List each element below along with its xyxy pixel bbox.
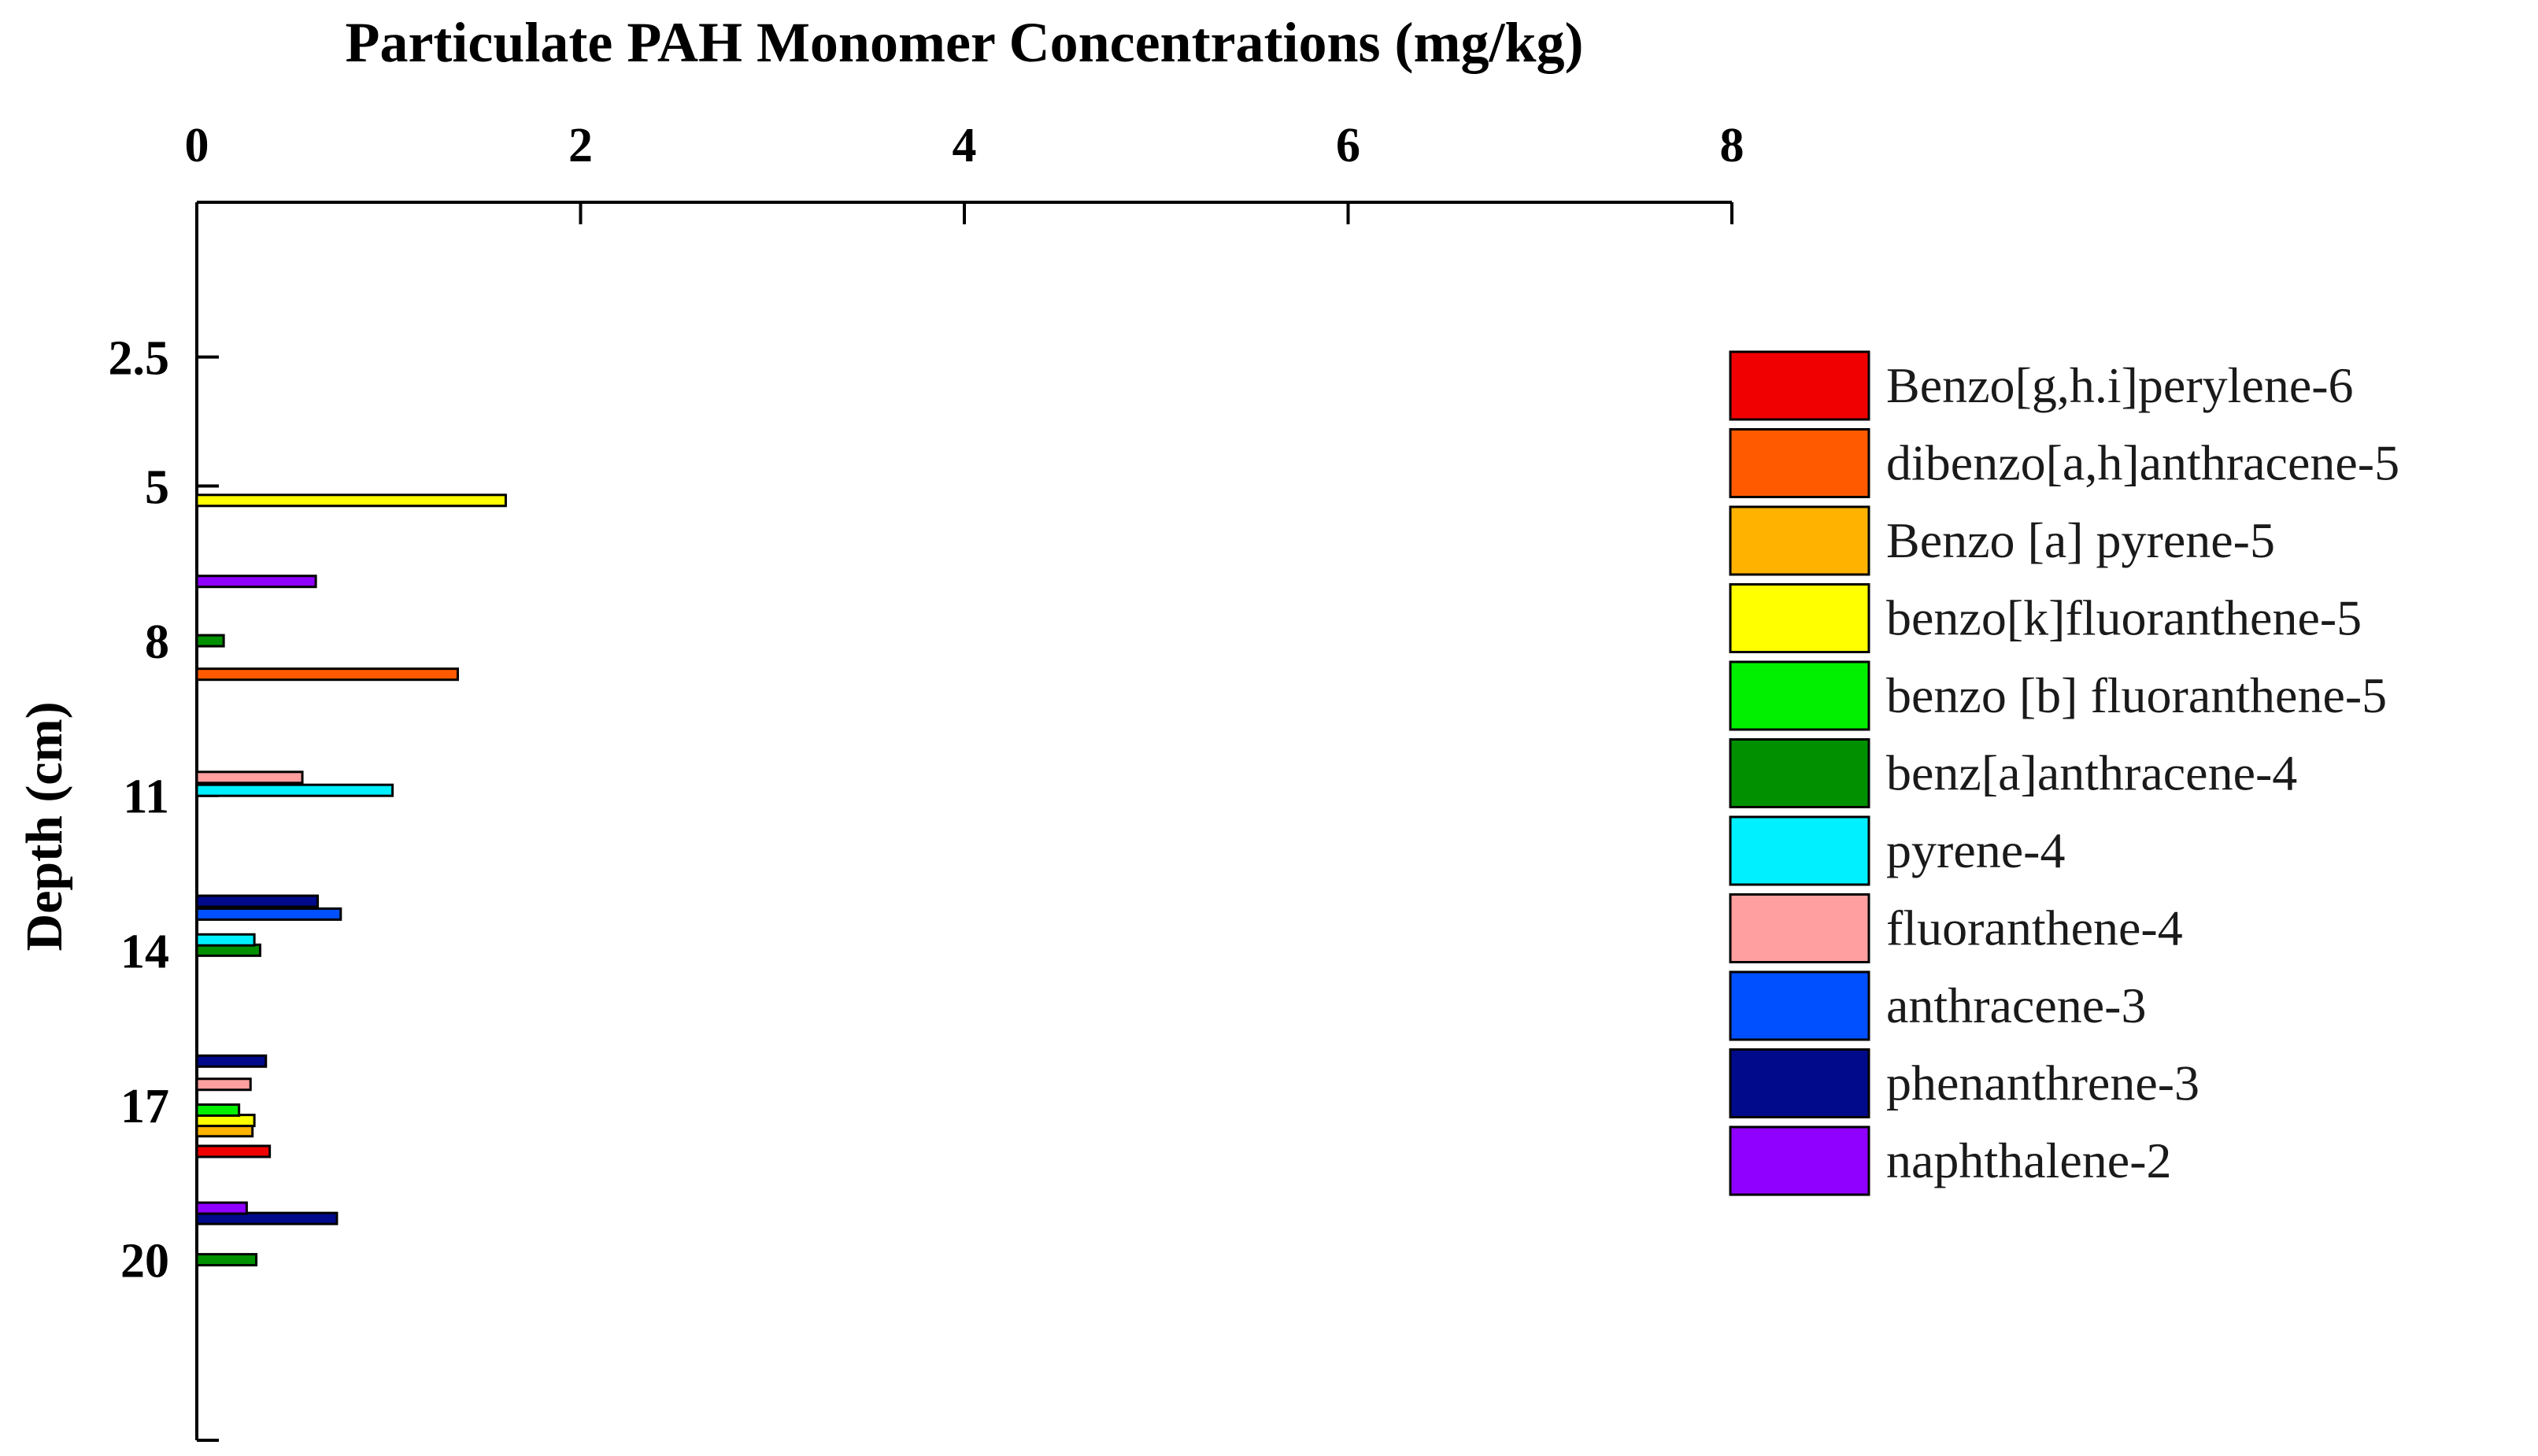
- bar-8-0: [195, 907, 342, 921]
- legend-swatch: [1729, 428, 1870, 498]
- y-axis-label: Depth (cm): [16, 701, 73, 951]
- x-tick-label: 2: [568, 119, 593, 172]
- legend-label: benzo[k]fluoranthene-5: [1886, 590, 2362, 646]
- bar-10-1: [195, 1201, 248, 1215]
- bar-10-0: [195, 575, 317, 589]
- legend-swatch: [1729, 350, 1870, 421]
- legend-swatch: [1729, 970, 1870, 1041]
- legend-label: fluoranthene-4: [1886, 900, 2183, 956]
- legend-label: pyrene-4: [1886, 822, 2065, 878]
- legend-swatch: [1729, 893, 1870, 963]
- legend-swatch: [1729, 815, 1870, 886]
- y-tick-label: 17: [120, 1080, 169, 1133]
- y-ticks: 2.5 5 8 11 14 17 20: [109, 332, 219, 1288]
- bar-6-1: [195, 933, 256, 947]
- y-tick-label: 20: [120, 1235, 169, 1288]
- y-tick-label: 5: [145, 460, 169, 514]
- bar-6-0: [195, 783, 394, 797]
- bar-7-0: [195, 770, 304, 785]
- bar-4-0: [195, 1103, 241, 1118]
- legend-swatch: [1729, 660, 1870, 731]
- x-axis-label: Particulate PAH Monomer Concentrations (…: [345, 11, 1583, 74]
- legend-label: anthracene-3: [1886, 977, 2146, 1033]
- legend-label: naphthalene-2: [1886, 1133, 2172, 1188]
- legend-label: dibenzo[a,h]anthracene-5: [1886, 435, 2399, 491]
- legend-swatch: [1729, 1048, 1870, 1118]
- legend-swatch: [1729, 738, 1870, 808]
- y-tick-label: 11: [123, 770, 169, 824]
- legend-label: Benzo[g,h.i]perylene-6: [1886, 357, 2354, 413]
- x-tick-label: 0: [185, 119, 209, 172]
- legend: Benzo[g,h.i]perylene-6 dibenzo[a,h]anthra…: [1729, 350, 2399, 1196]
- legend-label: benzo [b] fluoranthene-5: [1886, 667, 2387, 723]
- bar-5-0: [195, 634, 225, 648]
- bar-5-2: [195, 1253, 258, 1267]
- bar-9-1: [195, 1054, 268, 1068]
- bars: [195, 493, 507, 1267]
- legend-swatch: [1729, 505, 1870, 576]
- legend-swatch: [1729, 583, 1870, 653]
- bar-9-0: [195, 894, 320, 908]
- x-tick-label: 4: [953, 119, 977, 172]
- x-tick-label: 8: [1720, 119, 1744, 172]
- bar-3-0: [195, 493, 507, 508]
- bar-9-2: [195, 1211, 339, 1225]
- y-tick-label: 8: [145, 615, 169, 669]
- bar-7-1: [195, 1077, 252, 1092]
- legend-swatch: [1729, 1125, 1870, 1196]
- bar-1-0: [195, 667, 459, 682]
- legend-label: benz[a]anthracene-4: [1886, 745, 2297, 801]
- legend-label: Benzo [a] pyrene-5: [1886, 512, 2275, 568]
- bar-0-0: [195, 1144, 272, 1159]
- axes: [195, 201, 1732, 1442]
- x-tick-label: 6: [1336, 119, 1360, 172]
- y-tick-label: 2.5: [109, 332, 170, 386]
- x-ticks: 0 2 4 6 8: [185, 119, 1744, 224]
- legend-label: phenanthrene-3: [1886, 1055, 2199, 1111]
- y-tick-label: 14: [120, 925, 169, 978]
